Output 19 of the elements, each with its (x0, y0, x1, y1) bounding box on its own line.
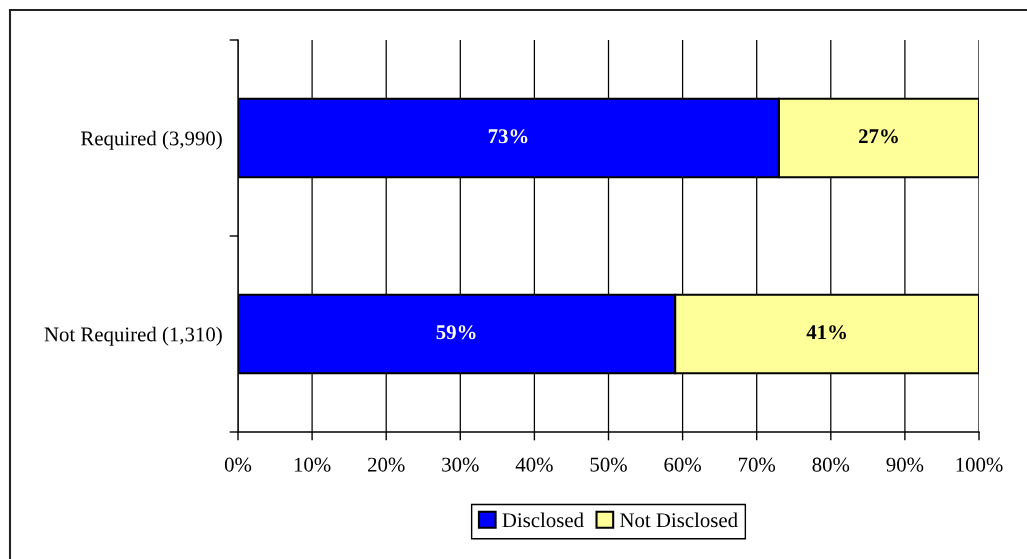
data-label: 27% (859, 129, 898, 144)
x-tick-label: 0% (224, 457, 252, 472)
x-tick-label: 50% (590, 457, 627, 472)
data-label: 59% (436, 325, 476, 340)
legend-label: Not Disclosed (620, 512, 738, 528)
x-tick-label: 80% (812, 457, 850, 472)
x-tick-label: 70% (738, 457, 776, 472)
y-tick-label: Not Required (1,310) (44, 326, 222, 346)
x-tick-label: 100% (956, 457, 1003, 472)
x-tick-label: 30% (442, 457, 479, 472)
x-tick-label: 10% (294, 457, 331, 472)
x-tick-label: 60% (664, 457, 701, 472)
data-label: 73% (488, 129, 528, 144)
x-tick-label: 90% (886, 457, 924, 472)
legend-label: Disclosed (502, 512, 584, 528)
y-tick-label: Required (3,990) (81, 130, 222, 150)
x-tick-label: 40% (515, 457, 553, 472)
data-label: 41% (806, 325, 846, 340)
x-tick-label: 20% (368, 457, 405, 472)
